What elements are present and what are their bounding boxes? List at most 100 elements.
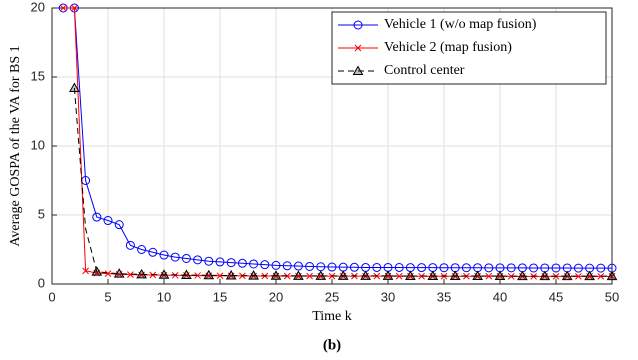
marker — [282, 261, 292, 271]
marker — [158, 269, 170, 279]
marker — [494, 270, 506, 280]
marker — [59, 4, 67, 12]
marker — [181, 269, 192, 280]
marker — [225, 269, 237, 280]
marker — [114, 220, 124, 230]
marker — [561, 270, 573, 281]
marker — [127, 271, 134, 278]
marker — [203, 269, 215, 280]
marker — [606, 270, 618, 281]
marker — [405, 270, 416, 280]
marker — [353, 20, 363, 30]
marker — [136, 268, 147, 279]
marker — [91, 266, 103, 276]
marker — [193, 255, 203, 265]
marker — [327, 262, 337, 272]
x-tick-label: 45 — [549, 289, 563, 304]
marker — [337, 270, 349, 280]
legend-label: Vehicle 2 (map fusion) — [384, 40, 512, 55]
marker — [517, 270, 528, 281]
marker — [194, 272, 201, 279]
y-tick-label: 20 — [31, 0, 45, 14]
marker — [82, 267, 89, 275]
marker — [439, 263, 449, 273]
marker — [596, 263, 606, 273]
marker — [71, 4, 78, 12]
marker — [148, 247, 158, 257]
marker — [69, 82, 80, 93]
marker — [248, 270, 259, 280]
marker — [216, 272, 224, 280]
marker — [461, 263, 471, 273]
marker — [260, 260, 270, 270]
marker — [226, 258, 236, 268]
marker — [597, 273, 605, 280]
y-axis-label: Average GOSPA of the VA for BS 1 — [8, 45, 23, 246]
series-line — [63, 7, 612, 269]
marker — [293, 270, 304, 280]
y-tick-label: 5 — [38, 206, 45, 221]
marker — [204, 256, 214, 266]
x-tick-label: 10 — [157, 289, 171, 304]
marker — [472, 270, 483, 280]
marker — [349, 262, 359, 272]
marker — [315, 270, 327, 280]
marker — [394, 262, 404, 272]
y-tick-label: 15 — [31, 68, 45, 83]
marker — [270, 270, 282, 280]
series-line — [73, 88, 612, 277]
x-tick-label: 15 — [213, 289, 227, 304]
legend-label: Control center — [384, 63, 465, 78]
x-tick-label: 30 — [381, 289, 395, 304]
marker — [305, 261, 315, 271]
marker — [539, 270, 551, 281]
x-tick-label: 50 — [605, 289, 619, 304]
marker — [506, 263, 516, 273]
marker — [382, 270, 394, 280]
marker — [427, 270, 439, 280]
marker — [485, 272, 493, 280]
marker — [103, 216, 113, 226]
marker — [360, 270, 371, 280]
marker — [507, 273, 515, 280]
marker — [181, 253, 191, 263]
plot-frame — [51, 7, 613, 285]
marker — [449, 270, 461, 280]
marker — [575, 273, 582, 280]
marker — [354, 44, 362, 52]
marker — [584, 270, 595, 281]
marker — [125, 240, 135, 250]
marker — [484, 263, 494, 273]
marker — [237, 258, 247, 268]
caption: (b) — [323, 337, 341, 353]
marker — [104, 270, 112, 278]
x-tick-label: 35 — [437, 289, 451, 304]
marker — [417, 263, 427, 273]
marker — [159, 250, 169, 260]
marker — [293, 261, 303, 271]
marker — [137, 245, 147, 254]
marker — [551, 263, 561, 273]
marker — [249, 259, 259, 269]
y-tick-label: 0 — [38, 275, 45, 290]
marker — [271, 260, 281, 270]
marker — [170, 252, 180, 262]
x-axis-label: Time k — [312, 309, 352, 324]
y-tick-label: 10 — [31, 137, 45, 152]
legend-label: Vehicle 1 (w/o map fusion) — [384, 17, 537, 32]
x-tick-label: 20 — [269, 289, 283, 304]
x-tick-label: 40 — [493, 289, 507, 304]
x-tick-label: 25 — [325, 289, 339, 304]
marker — [113, 268, 125, 278]
x-tick-label: 5 — [104, 289, 111, 304]
x-tick-label: 0 — [48, 289, 55, 304]
marker — [395, 272, 403, 280]
marker — [573, 263, 583, 273]
marker — [372, 262, 382, 272]
marker — [306, 272, 313, 280]
marker — [352, 65, 364, 75]
marker — [529, 263, 539, 273]
marker — [215, 257, 225, 267]
marker — [92, 212, 102, 222]
